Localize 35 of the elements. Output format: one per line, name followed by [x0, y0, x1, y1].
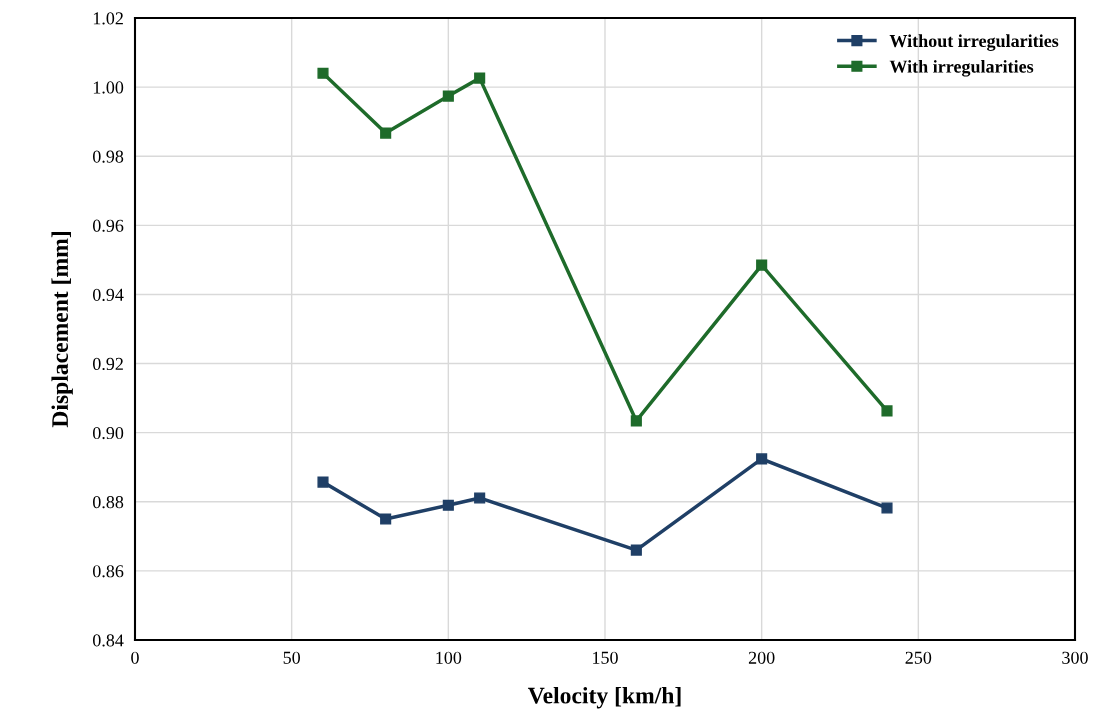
point [756, 259, 768, 271]
x-tick-label: 0 [131, 651, 139, 664]
x-tick-label: 300 [1062, 651, 1088, 664]
y-tick-label: 0.90 [92, 426, 124, 440]
y-tick-label: 0.88 [92, 496, 124, 509]
y-tick-label: 0.94 [92, 288, 124, 301]
point [630, 415, 642, 427]
y-tick-label: 1.02 [93, 12, 123, 25]
point [474, 492, 486, 504]
point [474, 72, 486, 84]
x-tick-label: 250 [905, 651, 932, 664]
y-tick-label: 0.96 [92, 219, 124, 232]
x-tick-label: 100 [436, 651, 462, 664]
point [756, 453, 768, 465]
x-axis-title: Velocity [km/h] [527, 686, 681, 709]
point [317, 67, 329, 79]
point [442, 90, 454, 102]
legend-label: With irregularities [889, 60, 1034, 77]
point [380, 127, 392, 139]
y-tick-label: 0.98 [92, 150, 124, 163]
point [442, 499, 454, 511]
y-tick-label: 1.00 [93, 81, 124, 94]
y-tick-label: 0.86 [92, 565, 124, 578]
x-tick-label: 200 [748, 651, 775, 664]
point [881, 405, 893, 417]
point [380, 513, 392, 525]
point [630, 544, 642, 556]
legend-label: Without irregularities [889, 34, 1059, 51]
point [317, 476, 329, 488]
point [881, 502, 893, 514]
x-tick-label: 50 [283, 651, 301, 664]
y-axis-title: Displacement [mm] [51, 232, 73, 428]
y-tick-label: 0.84 [92, 634, 124, 647]
x-tick-label: 150 [593, 651, 618, 664]
y-tick-label: 0.92 [92, 357, 123, 371]
